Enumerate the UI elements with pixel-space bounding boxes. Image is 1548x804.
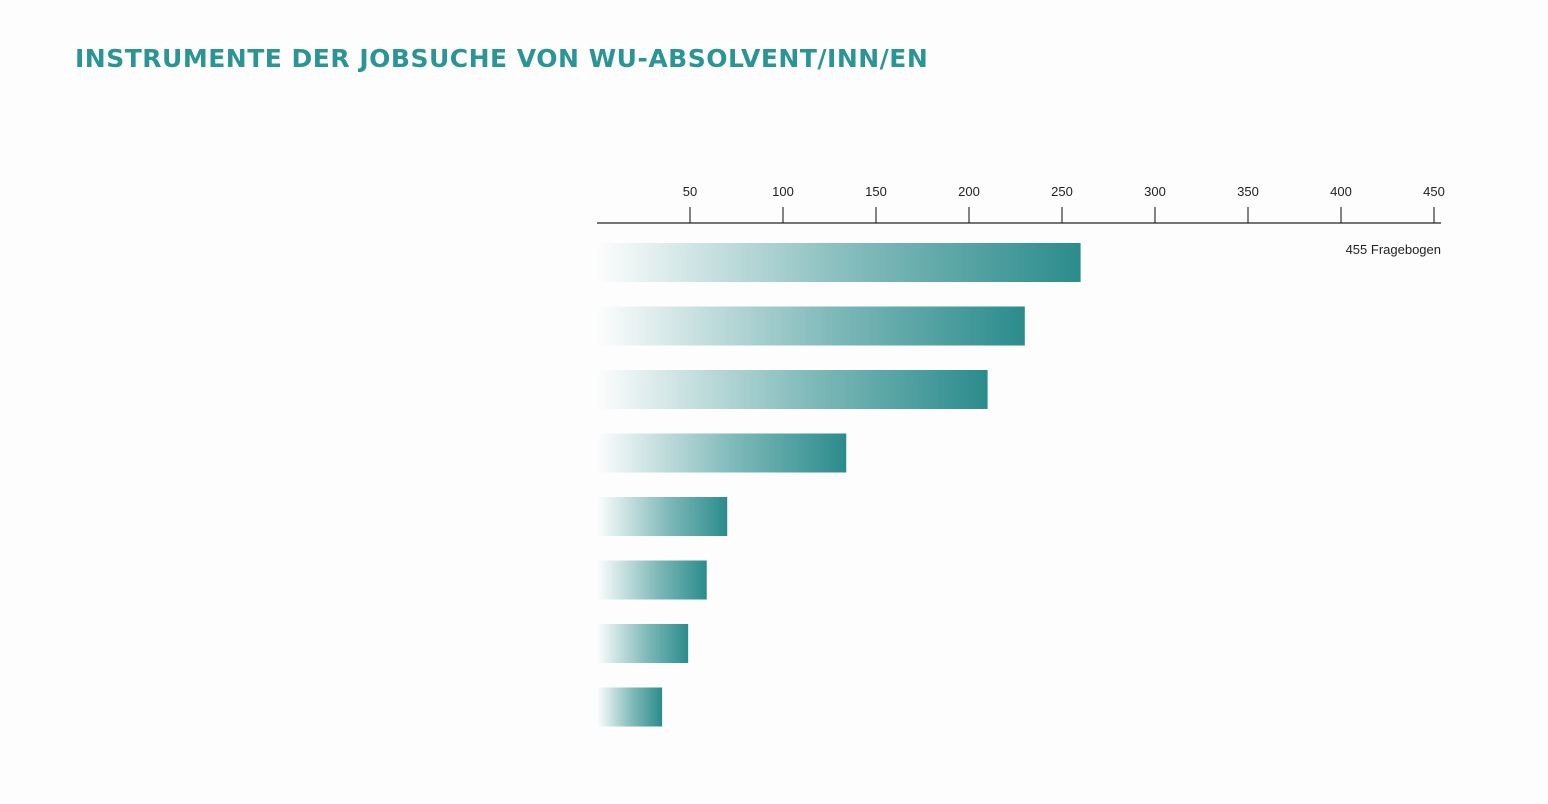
x-tick-label: 200 [958,184,980,199]
bar [597,243,1081,282]
x-tick-label: 150 [865,184,887,199]
x-tick-label: 50 [683,184,697,199]
x-tick-label: 450 [1423,184,1445,199]
bar [597,624,689,663]
bar [597,497,728,536]
bar [597,370,988,409]
bar [597,560,707,600]
x-tick-label: 350 [1237,184,1259,199]
x-tick-label: 100 [772,184,794,199]
x-tick-label: 300 [1144,184,1166,199]
x-tick-label: 400 [1330,184,1352,199]
sample-size-note: 455 Fragebogen [1346,242,1441,257]
bars [597,243,1081,727]
bar [597,433,847,473]
bar [597,687,663,727]
x-tick-label: 250 [1051,184,1073,199]
x-axis: 50 100 150 200 250 300 350 400 450 [597,184,1445,224]
chart-title: INSTRUMENTE DER JOBSUCHE VON WU-ABSOLVEN… [75,44,929,73]
bar [597,306,1025,346]
